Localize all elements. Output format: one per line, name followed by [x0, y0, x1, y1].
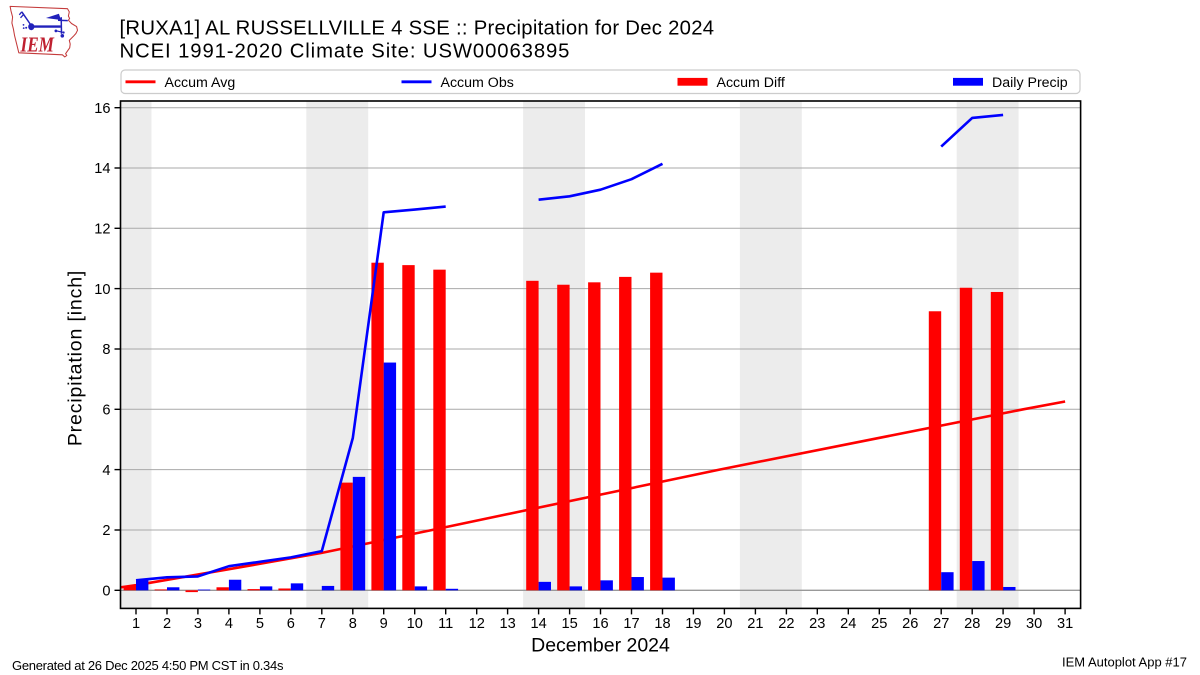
svg-text:IEM Autoplot App #17: IEM Autoplot App #17	[1062, 655, 1187, 670]
svg-text:3: 3	[194, 616, 202, 632]
svg-text:7: 7	[318, 616, 326, 632]
svg-text:4: 4	[102, 463, 110, 479]
svg-text:19: 19	[685, 616, 701, 632]
svg-text:22: 22	[778, 616, 794, 632]
svg-text:14: 14	[530, 616, 546, 632]
svg-text:14: 14	[94, 161, 110, 177]
svg-text:6: 6	[287, 616, 295, 632]
svg-text:Accum Diff: Accum Diff	[717, 75, 785, 91]
svg-text:Accum Avg: Accum Avg	[165, 75, 236, 91]
svg-text:18: 18	[654, 616, 670, 632]
svg-text:1: 1	[132, 616, 140, 632]
svg-text:5: 5	[256, 616, 264, 632]
svg-text:12: 12	[94, 222, 110, 238]
svg-text:Accum Obs: Accum Obs	[441, 75, 514, 91]
svg-text:2: 2	[102, 523, 110, 539]
svg-text:11: 11	[438, 616, 453, 632]
svg-text:16: 16	[592, 616, 608, 632]
svg-text:26: 26	[902, 616, 918, 632]
svg-text:24: 24	[840, 616, 856, 632]
svg-text:21: 21	[747, 616, 763, 632]
svg-text:25: 25	[871, 616, 887, 632]
svg-text:[RUXA1] AL RUSSELLVILLE 4 SSE: [RUXA1] AL RUSSELLVILLE 4 SSE :: Precipi…	[120, 18, 715, 40]
svg-text:Daily Precip: Daily Precip	[992, 75, 1068, 91]
svg-text:NCEI 1991-2020 Climate Site: U: NCEI 1991-2020 Climate Site: USW00063895	[120, 41, 571, 63]
svg-text:4: 4	[225, 616, 233, 632]
svg-text:17: 17	[623, 616, 639, 632]
svg-text:2: 2	[163, 616, 171, 632]
svg-text:Precipitation [inch]: Precipitation [inch]	[65, 270, 87, 446]
svg-text:16: 16	[94, 101, 110, 117]
svg-text:IEM: IEM	[20, 32, 55, 56]
svg-text:23: 23	[809, 616, 825, 632]
svg-text:30: 30	[1026, 616, 1042, 632]
svg-text:13: 13	[499, 616, 515, 632]
svg-text:8: 8	[102, 342, 110, 358]
svg-text:December 2024: December 2024	[531, 635, 670, 657]
svg-text:9: 9	[380, 616, 388, 632]
svg-text:12: 12	[469, 616, 485, 632]
svg-text:Generated at 26 Dec 2025 4:50: Generated at 26 Dec 2025 4:50 PM CST in …	[12, 658, 284, 673]
svg-text:27: 27	[933, 616, 949, 632]
svg-text:10: 10	[94, 282, 110, 298]
svg-text:6: 6	[102, 403, 110, 419]
svg-text:0: 0	[102, 584, 110, 600]
svg-text:10: 10	[407, 616, 423, 632]
svg-text:28: 28	[964, 616, 980, 632]
svg-text:8: 8	[349, 616, 357, 632]
svg-text:29: 29	[995, 616, 1011, 632]
svg-text:31: 31	[1057, 616, 1073, 632]
svg-text:15: 15	[561, 616, 577, 632]
svg-text:20: 20	[716, 616, 732, 632]
